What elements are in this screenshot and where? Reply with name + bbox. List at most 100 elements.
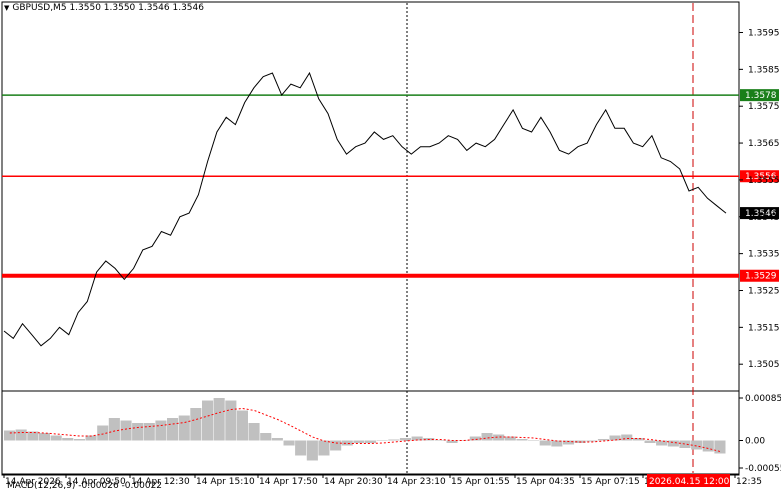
macd-histogram-bar xyxy=(213,398,225,441)
macd-histogram-bar xyxy=(260,433,272,441)
macd-histogram-bar xyxy=(155,420,167,441)
macd-histogram-bar xyxy=(50,435,62,441)
macd-histogram-bar xyxy=(62,438,74,441)
price-tick-label: 1.3515 xyxy=(748,323,780,333)
macd-histogram-bar xyxy=(318,440,330,456)
macd-histogram-bar xyxy=(330,440,342,451)
macd-histogram-bar xyxy=(516,439,528,441)
current-price-label: 1.3546 xyxy=(745,209,777,219)
macd-histogram-bar xyxy=(528,440,540,441)
macd-histogram-bar xyxy=(597,439,609,441)
macd-histogram-bar xyxy=(411,436,423,441)
macd-histogram-bar xyxy=(586,440,598,442)
macd-histogram-bar xyxy=(691,440,703,450)
macd-histogram-bar xyxy=(73,439,85,441)
macd-histogram-bar xyxy=(609,435,621,441)
macd-histogram-bar xyxy=(202,400,214,441)
macd-histogram-bar xyxy=(295,440,307,456)
time-tick-label: 14 Apr 15:10 xyxy=(196,477,255,487)
price-tick-label: 1.3535 xyxy=(748,250,780,260)
macd-signal-line xyxy=(9,407,721,452)
macd-histogram-bar xyxy=(551,440,563,447)
ohlc-values: 1.3550 1.3550 1.3546 1.3546 xyxy=(69,3,204,13)
macd-histogram-bar xyxy=(481,433,493,441)
macd-header: MACD(12,26,9) -0.00026 -0.00022 xyxy=(7,481,162,491)
level-tag-1.3556 xyxy=(740,170,779,183)
macd-histogram-bar xyxy=(143,423,155,441)
time-tick-label: 15 Apr 01:55 xyxy=(451,477,510,487)
collapse-triangle-icon[interactable]: ▼ xyxy=(4,4,10,12)
macd-histogram-bar xyxy=(248,423,260,441)
macd-histogram-bar xyxy=(632,438,644,441)
macd-histogram-bar xyxy=(679,440,691,448)
macd-histogram-bar xyxy=(132,423,144,441)
time-tick-label: 12:35 xyxy=(736,477,762,487)
time-tick-label: 14 Apr 23:10 xyxy=(387,477,446,487)
macd-histogram-bar xyxy=(15,429,27,441)
time-tick-label: 14 Apr 20:30 xyxy=(324,477,383,487)
macd-histogram-bar xyxy=(493,434,505,441)
macd-histogram-bar xyxy=(563,440,575,445)
macd-histogram-bar xyxy=(539,440,551,446)
macd-histogram-bar xyxy=(353,440,365,443)
price-tick-label: 1.3595 xyxy=(748,28,780,38)
time-tick-label: 15 Apr 04:35 xyxy=(516,477,575,487)
macd-histogram-bar xyxy=(365,440,377,443)
symbol-timeframe: GBPUSD,M5 xyxy=(12,3,67,13)
macd-histogram-bar xyxy=(120,420,132,441)
macd-histogram-bar xyxy=(504,436,516,441)
price-line xyxy=(3,71,727,347)
macd-histogram-bar xyxy=(667,440,679,447)
macd-histogram-bar xyxy=(108,418,120,441)
macd-tick-label: -0.00055 xyxy=(745,464,781,474)
macd-histogram-bar xyxy=(434,440,446,441)
time-tick-label: 14 Apr 12:30 xyxy=(131,477,190,487)
main-panel[interactable] xyxy=(1,1,740,476)
macd-histogram-bar xyxy=(38,433,50,441)
macd-histogram-bar xyxy=(271,438,283,441)
level-tag-1.3529 xyxy=(740,269,779,282)
macd-values: -0.00026 -0.00022 xyxy=(78,481,163,491)
macd-histogram-bar xyxy=(446,440,458,443)
macd-histogram-bar xyxy=(306,440,318,461)
price-tick-label: 1.3545 xyxy=(748,213,780,223)
time-tick-label: 15 Apr 07:15 xyxy=(581,477,640,487)
level-label-1.3578: 1.3578 xyxy=(745,91,777,101)
macd-histogram-bar xyxy=(190,408,202,441)
macd-histogram-bar xyxy=(644,440,656,443)
price-tick-label: 1.3505 xyxy=(748,360,780,370)
macd-histogram-bar xyxy=(97,425,109,441)
time-highlight-label: 2026.04.15 12:00 xyxy=(649,477,730,487)
macd-histogram-bar xyxy=(469,436,481,441)
price-tick-label: 1.3565 xyxy=(748,139,780,149)
macd-histogram-bar xyxy=(4,430,16,441)
macd-histogram-bar xyxy=(236,410,248,441)
price-tick-label: 1.3525 xyxy=(748,286,780,296)
macd-histogram-bar xyxy=(27,431,39,441)
macd-histogram-bar xyxy=(399,438,411,441)
macd-histogram-bar xyxy=(85,435,97,441)
time-highlight-tag xyxy=(647,474,730,487)
macd-histogram-bar xyxy=(702,440,714,452)
macd-histogram-bar xyxy=(341,440,353,446)
macd-histogram-bar xyxy=(388,439,400,441)
macd-histogram-bar xyxy=(656,440,668,446)
macd-tick-label: 0.00085 xyxy=(745,394,781,404)
macd-histogram-bar xyxy=(283,440,295,446)
level-label-1.3556: 1.3556 xyxy=(745,172,777,182)
current-price-tag xyxy=(740,207,779,220)
macd-label: MACD(12,26,9) xyxy=(7,481,76,491)
price-tick-label: 1.3575 xyxy=(748,102,780,112)
level-label-1.3529: 1.3529 xyxy=(745,272,777,282)
level-tag-1.3578 xyxy=(740,89,779,102)
time-tick-label: 14 Apr 2026 xyxy=(5,477,61,487)
macd-histogram-bar xyxy=(714,440,726,454)
price-tick-label: 1.3585 xyxy=(748,65,780,75)
macd-tick-label: 0.00 xyxy=(745,437,765,447)
macd-histogram-bar xyxy=(376,440,388,441)
macd-histogram-bar xyxy=(621,434,633,441)
time-tick-label: 14 Apr 09:50 xyxy=(67,477,126,487)
macd-histogram-bar xyxy=(167,418,179,441)
macd-histogram-bar xyxy=(178,415,190,441)
